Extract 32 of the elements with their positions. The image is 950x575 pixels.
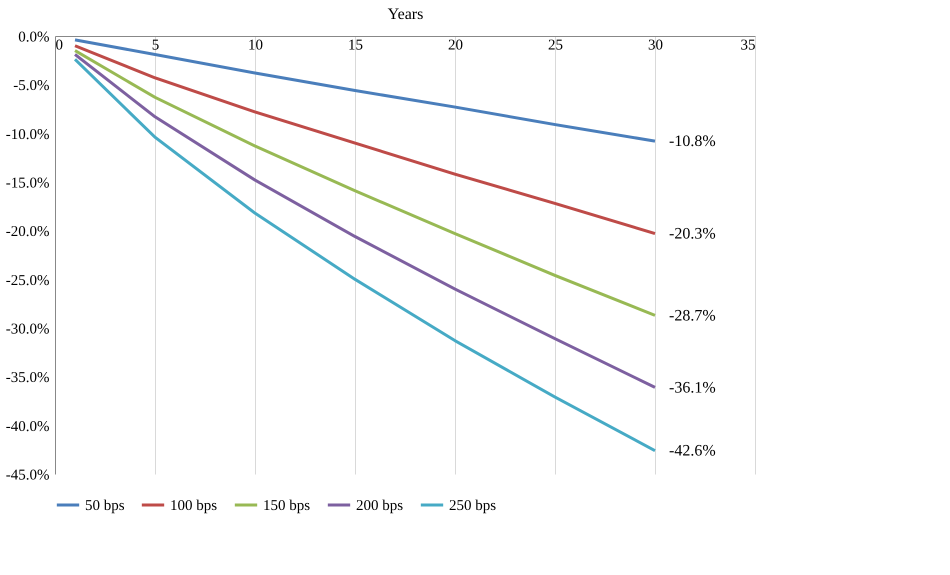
x-tick-label: 30 <box>648 38 663 54</box>
x-tick-label: 0 <box>56 38 63 54</box>
x-tick-label: 5 <box>152 38 160 54</box>
data-label: -10.8% <box>669 133 716 150</box>
x-axis-title: Years <box>388 6 424 23</box>
data-label: -20.3% <box>669 226 716 243</box>
y-tick-label: -5.0% <box>13 78 50 94</box>
x-tick-label: 20 <box>448 38 463 54</box>
x-tick-label: 25 <box>548 38 563 54</box>
y-tick-label: -20.0% <box>6 224 50 240</box>
legend-label: 50 bps <box>85 498 125 514</box>
y-tick-label: -10.0% <box>6 126 50 143</box>
y-tick-label: -40.0% <box>6 418 50 435</box>
y-tick-label: -45.0% <box>6 468 50 484</box>
data-label: -42.6% <box>669 442 716 460</box>
x-tick-label: 10 <box>248 38 263 54</box>
y-tick-label: -35.0% <box>6 370 50 386</box>
x-tick-label: 15 <box>348 38 363 54</box>
y-tick-label: -30.0% <box>6 322 50 338</box>
legend-label: 100 bps <box>170 498 218 514</box>
legend-label: 200 bps <box>356 498 404 514</box>
data-label: -36.1% <box>669 379 716 396</box>
y-tick-label: -25.0% <box>6 272 50 289</box>
line-series <box>74 52 656 389</box>
data-label: -28.7% <box>669 307 716 324</box>
legend-label: 150 bps <box>263 498 310 514</box>
line-series <box>74 58 656 452</box>
legend-label: 250 bps <box>449 498 496 514</box>
y-tick-label: -15.0% <box>6 176 50 192</box>
line-series <box>74 49 656 317</box>
y-tick-label: 0.0% <box>18 30 50 46</box>
x-tick-label: 35 <box>740 38 756 54</box>
